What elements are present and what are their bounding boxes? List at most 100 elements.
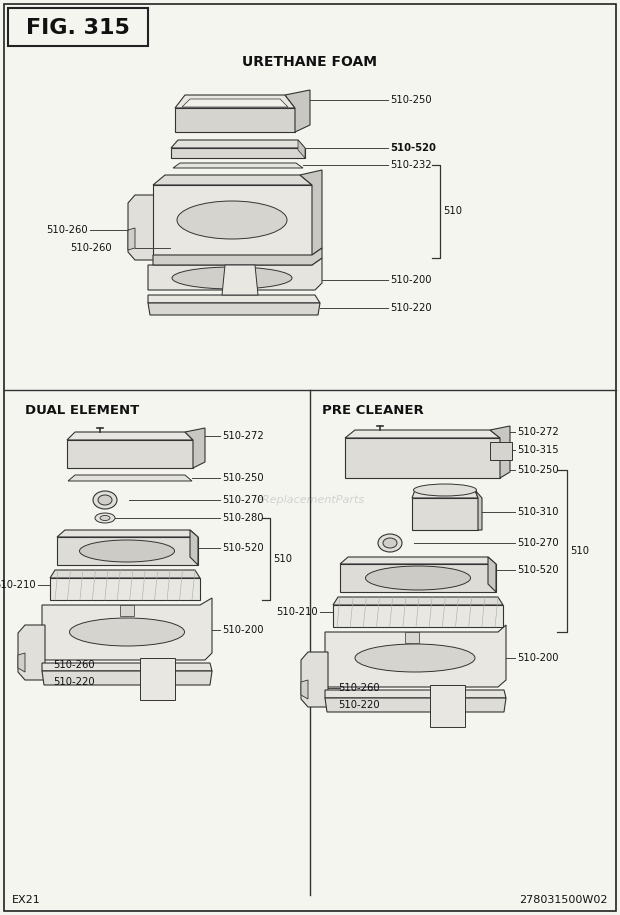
Text: FIG. 315: FIG. 315 xyxy=(26,18,130,38)
Polygon shape xyxy=(475,490,482,530)
Polygon shape xyxy=(42,663,212,671)
Polygon shape xyxy=(140,658,175,700)
Text: 510-200: 510-200 xyxy=(390,275,432,285)
Text: 510-272: 510-272 xyxy=(517,427,559,437)
Polygon shape xyxy=(120,605,134,616)
Ellipse shape xyxy=(100,515,110,521)
Polygon shape xyxy=(173,163,303,168)
Text: 510-272: 510-272 xyxy=(222,431,264,441)
Polygon shape xyxy=(18,653,25,672)
Text: EX21: EX21 xyxy=(12,895,41,905)
Polygon shape xyxy=(333,597,503,605)
Polygon shape xyxy=(171,148,305,158)
Text: 510-520: 510-520 xyxy=(222,543,264,553)
Text: 510-520: 510-520 xyxy=(517,565,559,575)
Ellipse shape xyxy=(378,534,402,552)
Text: 510-260: 510-260 xyxy=(53,660,95,670)
Polygon shape xyxy=(190,530,198,565)
Ellipse shape xyxy=(383,538,397,548)
Text: 510-250: 510-250 xyxy=(517,465,559,475)
Polygon shape xyxy=(128,228,135,250)
Polygon shape xyxy=(171,140,305,148)
Text: 510-280: 510-280 xyxy=(222,513,264,523)
Ellipse shape xyxy=(95,513,115,523)
Polygon shape xyxy=(285,90,310,132)
Ellipse shape xyxy=(79,540,174,562)
Polygon shape xyxy=(175,95,295,108)
Text: DUAL ELEMENT: DUAL ELEMENT xyxy=(25,404,140,416)
Text: 510: 510 xyxy=(273,554,292,564)
Polygon shape xyxy=(300,170,322,255)
Bar xyxy=(8,8,148,46)
Text: 510: 510 xyxy=(443,207,462,217)
Polygon shape xyxy=(488,557,496,592)
Polygon shape xyxy=(490,426,510,478)
Text: 510-210: 510-210 xyxy=(0,580,36,590)
Text: 278031500W02: 278031500W02 xyxy=(520,895,608,905)
Polygon shape xyxy=(148,258,322,290)
Polygon shape xyxy=(42,598,212,660)
Polygon shape xyxy=(430,685,465,727)
Text: 510-310: 510-310 xyxy=(517,507,559,517)
Polygon shape xyxy=(153,248,322,265)
Text: 510-210: 510-210 xyxy=(277,607,318,617)
Text: 510-520: 510-520 xyxy=(390,143,436,153)
Polygon shape xyxy=(345,430,500,438)
Polygon shape xyxy=(490,442,512,460)
Polygon shape xyxy=(325,625,506,687)
Text: PRE CLEANER: PRE CLEANER xyxy=(322,404,423,416)
Polygon shape xyxy=(153,185,312,255)
Text: 510-220: 510-220 xyxy=(390,303,432,313)
Polygon shape xyxy=(412,490,478,498)
Text: 510-260: 510-260 xyxy=(71,243,112,253)
Polygon shape xyxy=(185,428,205,468)
Text: 510-250: 510-250 xyxy=(390,95,432,105)
Polygon shape xyxy=(148,295,320,303)
Polygon shape xyxy=(222,265,258,295)
Polygon shape xyxy=(18,625,45,680)
Polygon shape xyxy=(68,475,192,481)
Polygon shape xyxy=(182,99,288,107)
Text: 510-315: 510-315 xyxy=(517,445,559,455)
Ellipse shape xyxy=(93,491,117,509)
Polygon shape xyxy=(50,570,200,578)
Polygon shape xyxy=(333,605,503,627)
Polygon shape xyxy=(57,537,198,565)
Text: 510-260: 510-260 xyxy=(46,225,88,235)
Ellipse shape xyxy=(98,495,112,505)
Polygon shape xyxy=(175,108,295,132)
Polygon shape xyxy=(405,632,419,643)
Text: 510-200: 510-200 xyxy=(222,625,264,635)
Text: eReplacementParts: eReplacementParts xyxy=(255,495,365,505)
Text: 510-270: 510-270 xyxy=(222,495,264,505)
Polygon shape xyxy=(340,557,496,564)
Polygon shape xyxy=(412,498,478,530)
Ellipse shape xyxy=(355,644,475,672)
Polygon shape xyxy=(298,140,305,158)
Polygon shape xyxy=(42,671,212,685)
Polygon shape xyxy=(128,195,155,260)
Polygon shape xyxy=(325,690,506,698)
Polygon shape xyxy=(67,440,193,468)
Ellipse shape xyxy=(366,566,471,590)
Text: 510-260: 510-260 xyxy=(338,683,379,693)
Text: 510-200: 510-200 xyxy=(517,653,559,663)
Ellipse shape xyxy=(177,201,287,239)
Ellipse shape xyxy=(172,267,292,289)
Ellipse shape xyxy=(69,618,185,646)
Polygon shape xyxy=(301,652,328,707)
Text: 510-220: 510-220 xyxy=(338,700,379,710)
Polygon shape xyxy=(340,564,496,592)
Polygon shape xyxy=(50,578,200,600)
Polygon shape xyxy=(67,432,193,440)
Polygon shape xyxy=(153,175,312,185)
Text: 510-232: 510-232 xyxy=(390,160,432,170)
Text: URETHANE FOAM: URETHANE FOAM xyxy=(242,55,378,69)
Ellipse shape xyxy=(414,484,477,496)
Text: 510-220: 510-220 xyxy=(53,677,95,687)
Polygon shape xyxy=(325,698,506,712)
Polygon shape xyxy=(345,438,500,478)
Polygon shape xyxy=(57,530,198,537)
Text: 510: 510 xyxy=(570,546,589,556)
Polygon shape xyxy=(301,680,308,699)
